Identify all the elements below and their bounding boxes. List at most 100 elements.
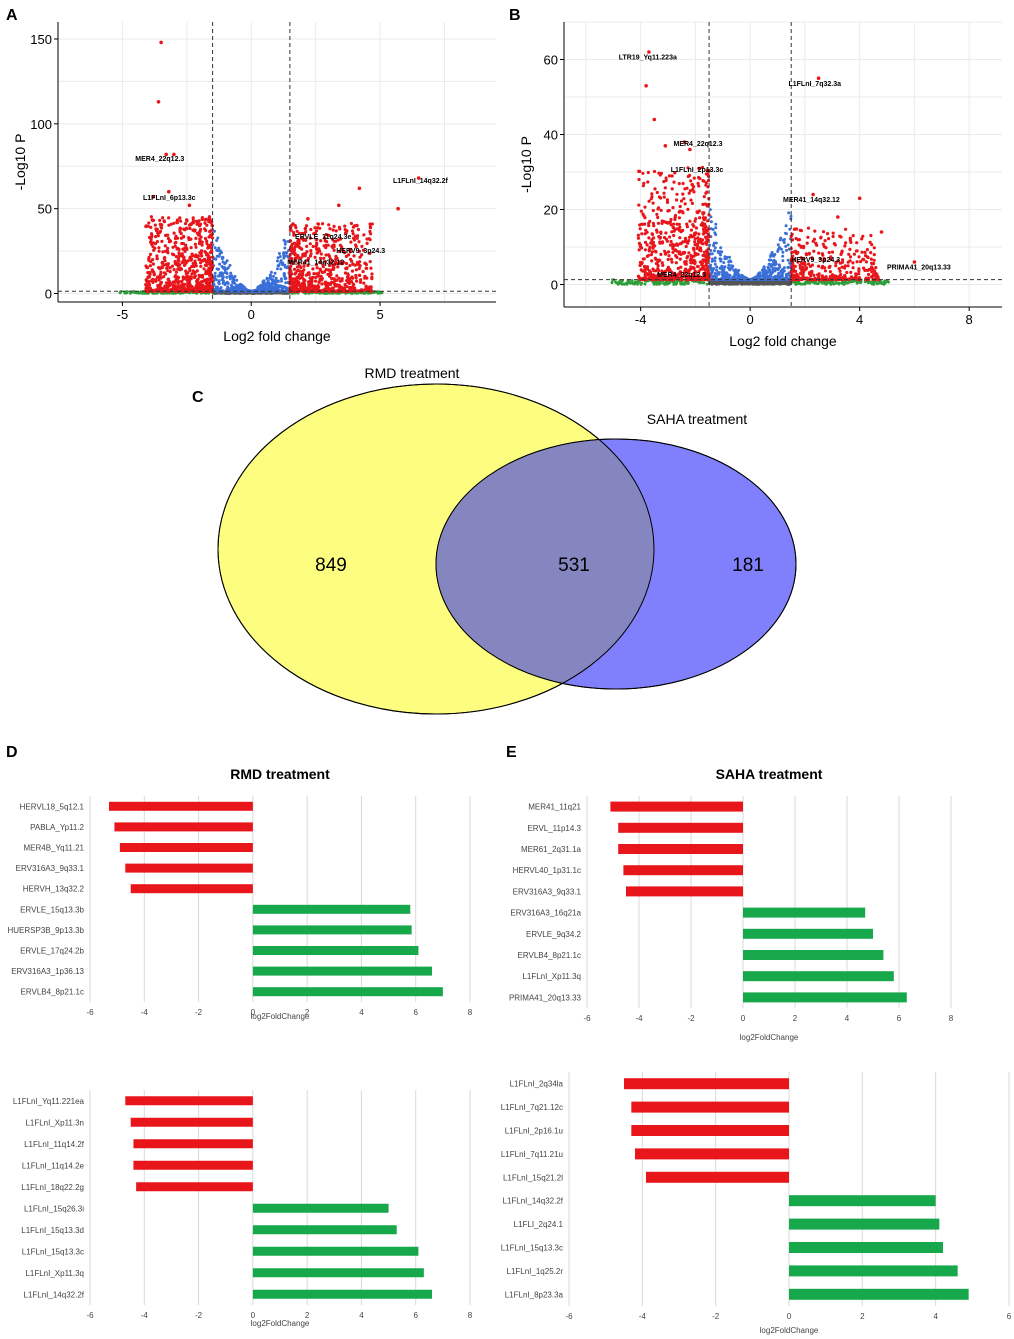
point-significant: [694, 270, 698, 274]
point-significant: [637, 177, 641, 182]
point-significant: [305, 286, 309, 291]
point-significant: [703, 259, 708, 263]
point-significant: [356, 227, 361, 232]
point-significant: [702, 272, 706, 276]
point-p-only: [727, 263, 731, 267]
point-p-only: [785, 248, 788, 252]
point-significant: [658, 235, 663, 239]
point-p-only: [717, 272, 721, 276]
point-significant: [167, 216, 171, 220]
point-significant: [340, 277, 344, 281]
point-significant: [191, 261, 195, 266]
point-significant: [178, 268, 182, 272]
point-significant: [678, 225, 682, 229]
point-significant: [327, 273, 331, 277]
point-significant: [683, 187, 687, 191]
point-not-significant: [757, 280, 761, 284]
point-significant: [203, 218, 207, 222]
point-significant: [151, 280, 155, 284]
point-p-only: [713, 256, 717, 260]
point-not-significant: [762, 281, 765, 284]
point-fc-only: [124, 290, 128, 294]
point-significant: [332, 248, 336, 252]
point-significant: [193, 254, 197, 259]
point-significant: [153, 278, 157, 282]
point-significant: [319, 252, 323, 256]
point-significant: [667, 208, 671, 213]
point-significant: [302, 277, 306, 281]
point-significant: [688, 219, 692, 223]
point-fc-only: [844, 280, 848, 284]
point-significant: [658, 277, 662, 281]
point-fc-only: [639, 283, 643, 286]
point-p-only: [231, 281, 235, 285]
point-p-only: [283, 277, 287, 281]
point-significant: [652, 169, 657, 174]
point-significant: [205, 252, 209, 256]
point-p-only: [709, 215, 713, 219]
point-significant: [652, 236, 656, 240]
point-significant: [176, 267, 180, 271]
point-significant: [172, 221, 176, 225]
point-fc-only: [630, 279, 634, 282]
point-significant: [665, 198, 670, 202]
point-significant: [689, 228, 694, 232]
point-significant: [189, 237, 193, 241]
point-significant: [304, 238, 308, 242]
point-significant: [659, 208, 663, 212]
point-fc-only: [356, 291, 360, 295]
point-p-only: [714, 275, 718, 279]
point-significant: [156, 234, 160, 238]
point-p-only: [782, 241, 786, 244]
point-significant: [206, 285, 210, 289]
point-significant: [166, 269, 170, 273]
point-p-only: [276, 267, 279, 271]
point-significant: [194, 245, 198, 249]
point-significant: [292, 248, 296, 252]
point-significant: [660, 219, 664, 223]
point-not-significant: [734, 281, 737, 285]
point-significant: [151, 262, 155, 266]
point-significant: [324, 232, 328, 237]
point-significant: [178, 216, 182, 220]
point-significant: [668, 274, 673, 278]
point-significant: [164, 281, 169, 285]
point-significant: [687, 251, 691, 255]
point-significant: [645, 266, 649, 270]
point-significant: [347, 253, 351, 257]
point-significant: [311, 244, 315, 249]
point-significant: [300, 285, 304, 289]
point-p-only: [713, 271, 717, 275]
point-significant: [647, 221, 651, 225]
point-significant: [668, 243, 673, 247]
point-significant: [658, 240, 662, 244]
point-significant: [314, 263, 318, 267]
point-significant: [338, 227, 342, 231]
point-significant: [638, 263, 642, 268]
point-significant: [160, 287, 164, 291]
point-fc-only: [872, 282, 876, 286]
point-significant: [204, 228, 208, 233]
point-fc-only: [705, 282, 709, 286]
point-significant: [684, 262, 688, 266]
point-significant: [702, 179, 706, 183]
point-significant: [700, 267, 705, 271]
point-significant: [698, 216, 702, 220]
point-significant: [696, 236, 700, 240]
point-significant: [349, 257, 353, 261]
point-significant: [324, 286, 328, 290]
point-p-only: [229, 287, 232, 291]
point-p-only: [777, 263, 781, 267]
point-significant: [335, 274, 339, 278]
point-significant: [309, 227, 313, 232]
point-significant: [186, 281, 190, 285]
point-p-only: [225, 275, 229, 279]
point-significant: [318, 260, 322, 264]
point-fc-only: [611, 278, 614, 282]
point-significant: [358, 255, 362, 259]
point-fc-only: [797, 282, 800, 285]
point-p-only: [716, 278, 720, 281]
point-fc-only: [132, 290, 136, 293]
point-significant: [326, 268, 330, 272]
point-significant: [643, 216, 647, 220]
